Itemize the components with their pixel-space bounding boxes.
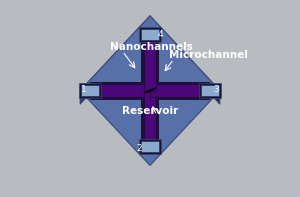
Polygon shape <box>90 84 150 97</box>
Polygon shape <box>80 16 150 104</box>
Polygon shape <box>144 91 156 147</box>
Text: Microchannel: Microchannel <box>169 50 248 60</box>
Polygon shape <box>80 16 220 165</box>
Polygon shape <box>141 29 159 40</box>
Text: 2: 2 <box>136 144 142 153</box>
Polygon shape <box>150 82 210 100</box>
Polygon shape <box>150 16 220 104</box>
Text: 3: 3 <box>214 85 219 94</box>
Polygon shape <box>201 85 219 96</box>
Polygon shape <box>79 83 101 98</box>
Polygon shape <box>150 84 210 97</box>
Polygon shape <box>141 34 159 91</box>
Polygon shape <box>139 139 161 154</box>
Text: 4: 4 <box>158 30 164 39</box>
Text: 1: 1 <box>81 85 86 94</box>
Polygon shape <box>90 82 150 100</box>
Polygon shape <box>144 34 156 91</box>
Polygon shape <box>141 91 159 147</box>
Polygon shape <box>199 83 221 98</box>
Text: Reservoir: Reservoir <box>122 106 178 116</box>
Polygon shape <box>139 27 161 42</box>
Text: Nanochannels: Nanochannels <box>110 42 193 52</box>
Polygon shape <box>81 85 99 96</box>
Polygon shape <box>141 141 159 152</box>
